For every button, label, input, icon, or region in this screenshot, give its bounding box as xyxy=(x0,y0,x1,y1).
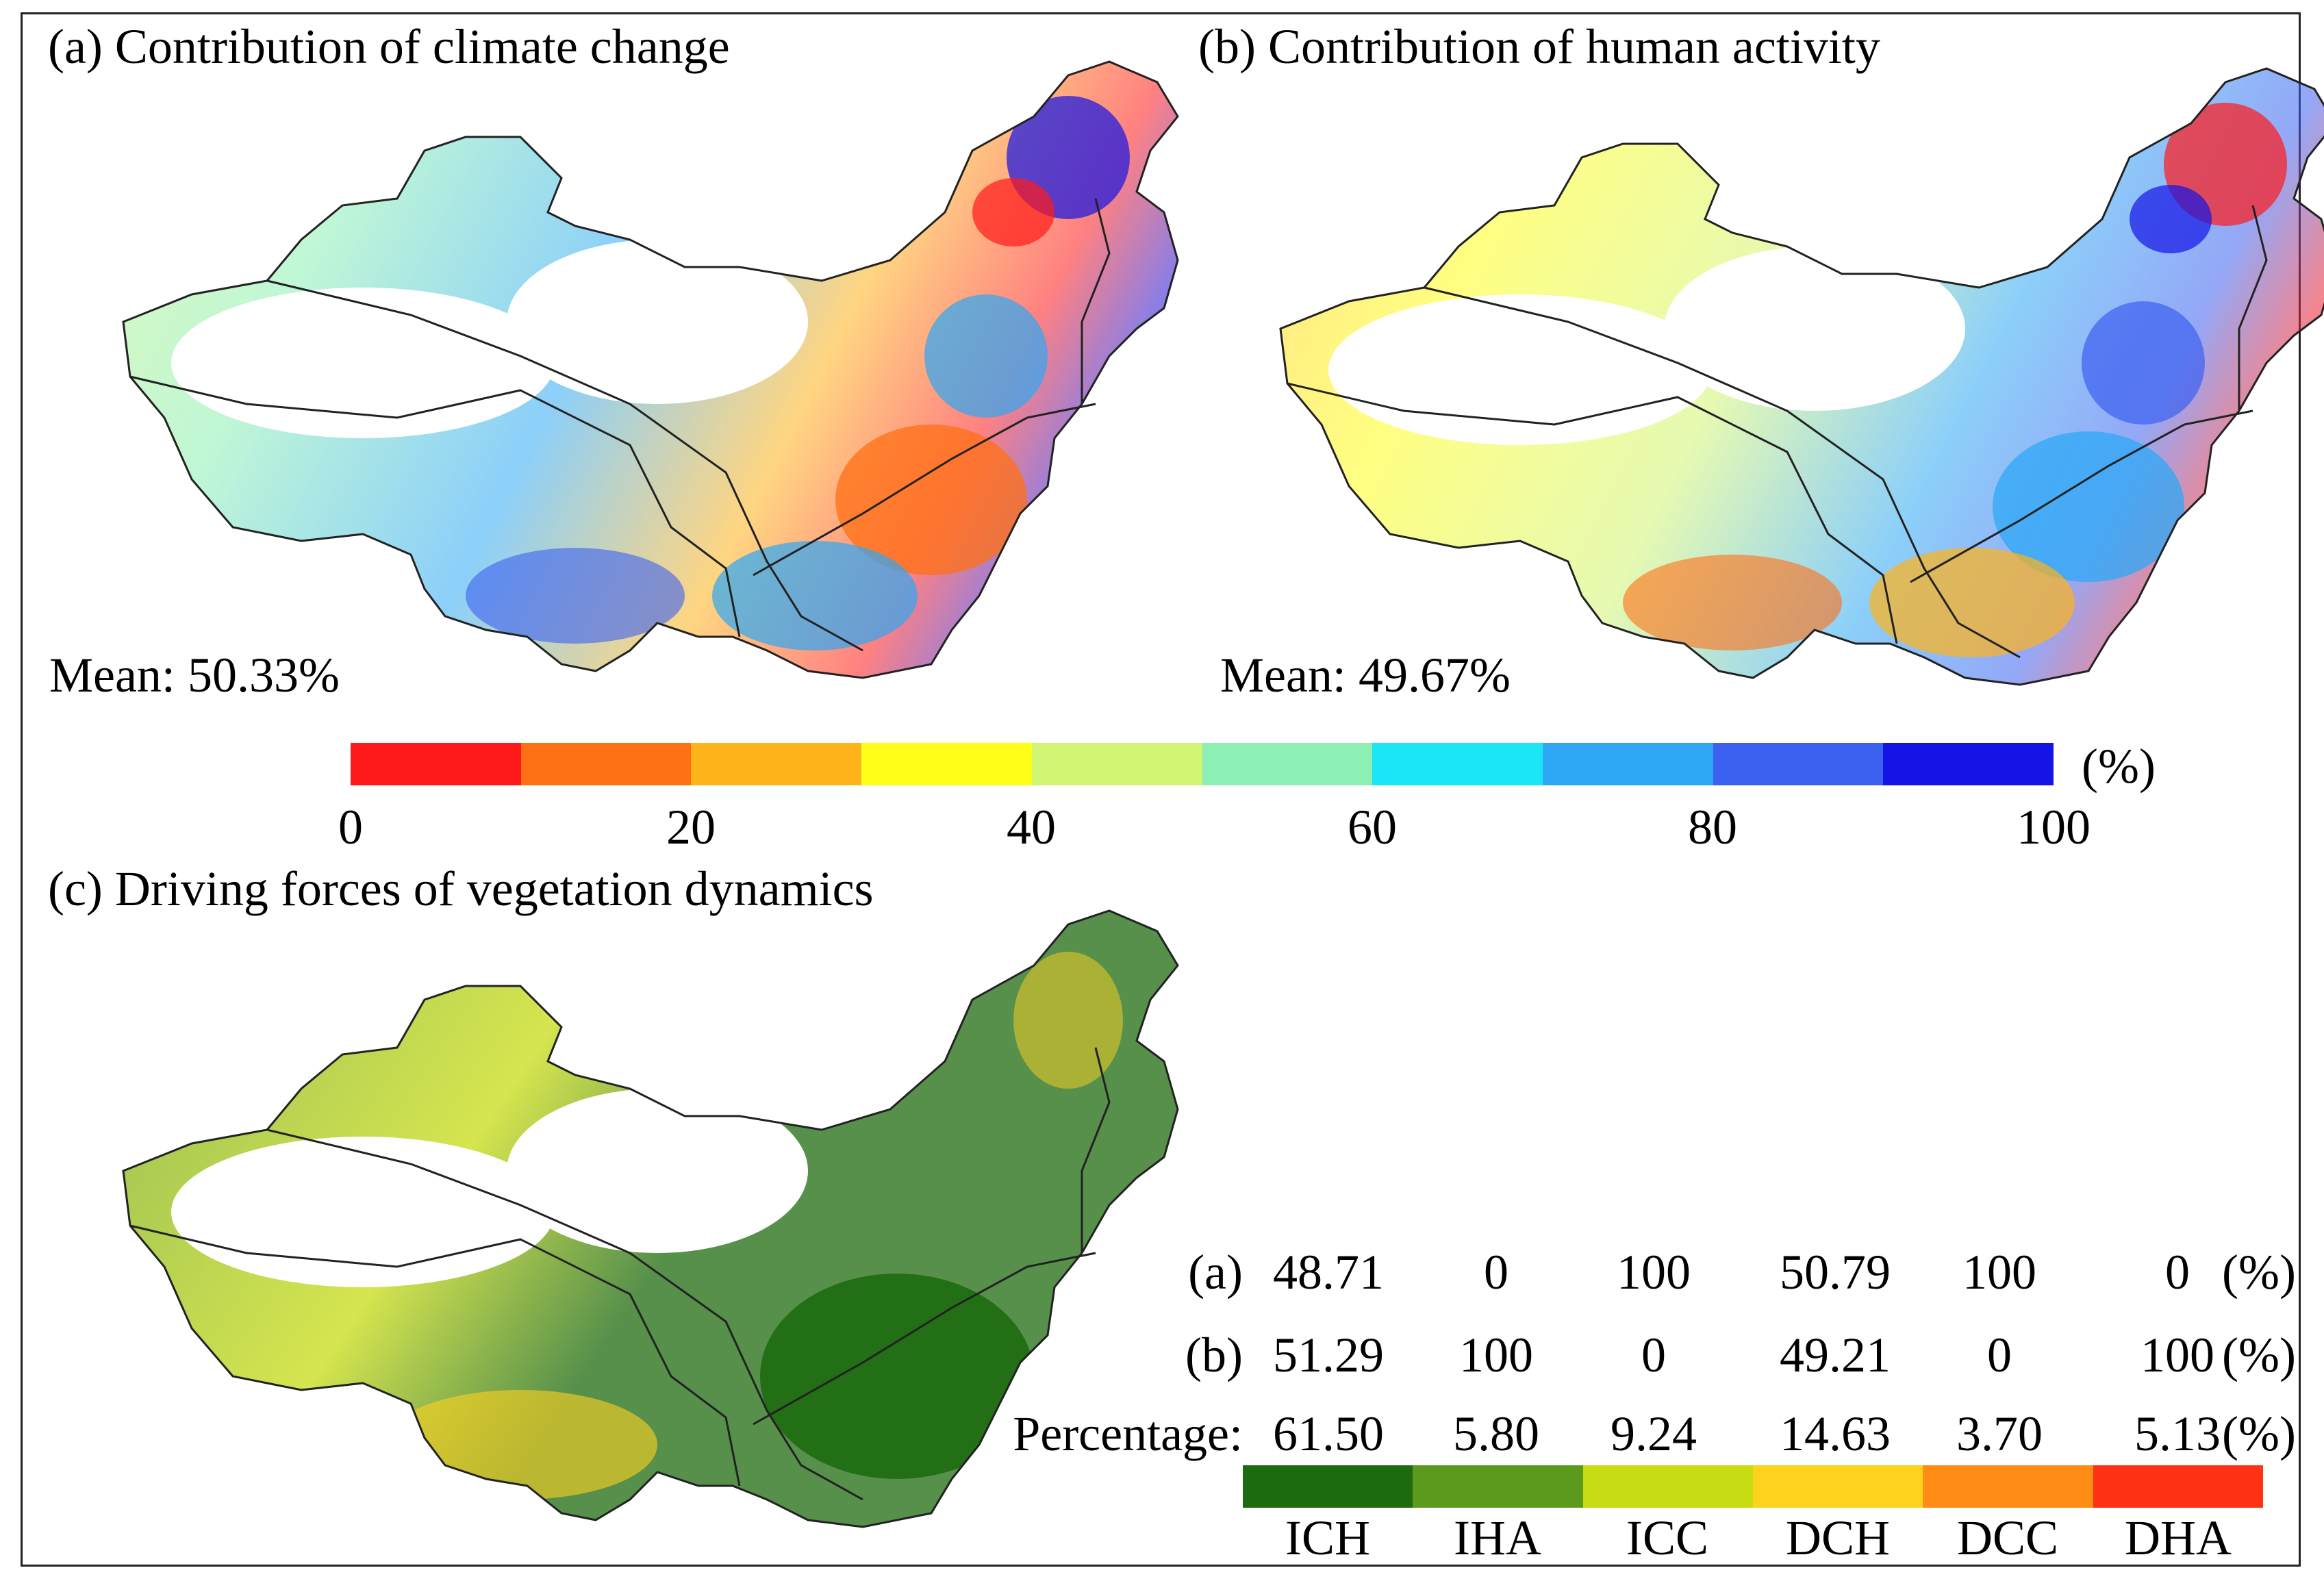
table-row-label: (b) xyxy=(1185,1328,1243,1382)
table-cell: 100 xyxy=(2140,1328,2214,1382)
panel-c-title: (c) Driving forces of vegetation dynamic… xyxy=(48,861,874,916)
table-cell: 100 xyxy=(1459,1328,1533,1382)
table-cell: 50.79 xyxy=(1780,1245,1891,1300)
colorbar-segment xyxy=(520,743,692,785)
table-cell: 9.24 xyxy=(1611,1406,1697,1461)
table-cell: 100 xyxy=(1617,1245,1691,1300)
table-row-label: Percentage: xyxy=(1013,1406,1243,1461)
table-cell: 14.63 xyxy=(1780,1406,1891,1461)
map-climate-contribution xyxy=(122,60,1179,679)
colorbar-tick: 80 xyxy=(1688,800,1737,855)
table-unit: (%) xyxy=(2222,1328,2296,1382)
colorbar-tick: 100 xyxy=(2017,800,2091,855)
panel-b-mean: Mean: 49.67% xyxy=(1220,648,1511,703)
class-legend-bar xyxy=(1243,1465,2263,1508)
table-cell: 51.29 xyxy=(1273,1328,1384,1382)
colorbar-tick: 60 xyxy=(1348,800,1397,855)
table-cell: 61.50 xyxy=(1273,1406,1384,1461)
class-swatch xyxy=(1243,1465,1413,1508)
colorbar-segment xyxy=(351,743,521,785)
class-swatch xyxy=(1413,1465,1583,1508)
panel-a-title: (a) Contribution of climate change xyxy=(48,19,730,74)
panel-b-title: (b) Contribution of human activity xyxy=(1198,19,1880,74)
class-label: IHA xyxy=(1454,1510,1541,1565)
table-cell: 0 xyxy=(1987,1328,2012,1382)
panel-a-mean: Mean: 50.33% xyxy=(49,648,340,703)
class-label: ICC xyxy=(1626,1510,1709,1565)
colorbar-segment xyxy=(861,743,1032,785)
colorbar-segment xyxy=(691,743,862,785)
colorbar xyxy=(351,743,2054,785)
class-swatch xyxy=(1752,1465,1923,1508)
table-cell: 3.70 xyxy=(1956,1406,2043,1461)
map-human-contribution xyxy=(1279,67,2324,686)
colorbar-segment xyxy=(1542,743,1713,785)
map-driving-forces xyxy=(122,909,1179,1528)
class-label: DCC xyxy=(1956,1510,2059,1565)
class-swatch xyxy=(1582,1465,1753,1508)
table-cell: 0 xyxy=(2165,1245,2190,1300)
colorbar-unit: (%) xyxy=(2082,739,2156,794)
colorbar-segment xyxy=(1372,743,1543,785)
table-cell: 48.71 xyxy=(1273,1245,1384,1300)
class-swatch xyxy=(2093,1465,2263,1508)
colorbar-tick: 20 xyxy=(666,800,716,855)
class-label: DCH xyxy=(1785,1510,1891,1565)
table-cell: 0 xyxy=(1641,1328,1666,1382)
table-cell: 49.21 xyxy=(1780,1328,1891,1382)
table-cell: 0 xyxy=(1484,1245,1508,1300)
table-cell: 5.13 xyxy=(2134,1406,2221,1461)
table-cell: 5.80 xyxy=(1453,1406,1539,1461)
colorbar-segment xyxy=(1031,743,1202,785)
table-cell: 100 xyxy=(1962,1245,2036,1300)
class-swatch xyxy=(1923,1465,2093,1508)
figure-frame xyxy=(21,12,2301,1567)
table-unit: (%) xyxy=(2222,1406,2296,1461)
table-row-label: (a) xyxy=(1188,1245,1243,1300)
colorbar-segment xyxy=(1713,743,1884,785)
colorbar-tick: 0 xyxy=(338,800,363,855)
class-label: DHA xyxy=(2125,1510,2232,1565)
colorbar-segment xyxy=(1883,743,2054,785)
colorbar-tick: 40 xyxy=(1007,800,1056,855)
colorbar-segment xyxy=(1202,743,1373,785)
table-unit: (%) xyxy=(2222,1245,2296,1300)
class-label: ICH xyxy=(1285,1510,1370,1565)
